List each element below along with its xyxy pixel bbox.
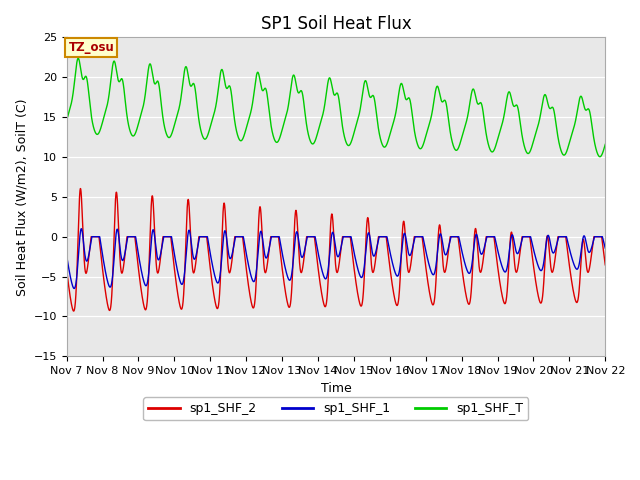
sp1_SHF_T — [74, 55, 82, 61]
sp1_SHF_1 — [258, 231, 266, 237]
sp1_SHF_1 — [70, 286, 78, 291]
sp1_SHF_T — [63, 118, 70, 123]
sp1_SHF_T — [462, 120, 470, 126]
sp1_SHF_2 — [462, 292, 470, 298]
sp1_SHF_2 — [90, 234, 98, 240]
sp1_SHF_2 — [77, 186, 84, 192]
sp1_SHF_T — [381, 144, 389, 150]
sp1_SHF_2 — [602, 262, 609, 268]
Line: sp1_SHF_T: sp1_SHF_T — [67, 58, 605, 156]
sp1_SHF_T — [405, 95, 413, 101]
sp1_SHF_T — [602, 142, 609, 147]
Title: SP1 Soil Heat Flux: SP1 Soil Heat Flux — [260, 15, 412, 33]
Legend: sp1_SHF_2, sp1_SHF_1, sp1_SHF_T: sp1_SHF_2, sp1_SHF_1, sp1_SHF_T — [143, 397, 529, 420]
sp1_SHF_T — [596, 154, 604, 159]
Text: TZ_osu: TZ_osu — [68, 41, 114, 54]
sp1_SHF_1 — [491, 235, 499, 240]
sp1_SHF_T — [491, 145, 499, 151]
sp1_SHF_2 — [381, 234, 389, 240]
sp1_SHF_1 — [90, 234, 98, 240]
sp1_SHF_2 — [405, 269, 413, 275]
sp1_SHF_T — [258, 86, 266, 92]
sp1_SHF_1 — [602, 245, 609, 251]
sp1_SHF_2 — [63, 267, 70, 273]
sp1_SHF_2 — [491, 241, 499, 247]
sp1_SHF_1 — [63, 253, 70, 259]
sp1_SHF_2 — [258, 225, 266, 230]
sp1_SHF_1 — [462, 264, 470, 270]
Y-axis label: Soil Heat Flux (W/m2), SoilT (C): Soil Heat Flux (W/m2), SoilT (C) — [15, 98, 28, 296]
sp1_SHF_2 — [70, 308, 77, 314]
X-axis label: Time: Time — [321, 382, 351, 395]
sp1_SHF_T — [90, 125, 98, 131]
Line: sp1_SHF_1: sp1_SHF_1 — [67, 228, 605, 288]
sp1_SHF_1 — [381, 234, 389, 240]
Line: sp1_SHF_2: sp1_SHF_2 — [67, 189, 605, 311]
sp1_SHF_1 — [77, 226, 85, 231]
sp1_SHF_1 — [405, 252, 413, 258]
